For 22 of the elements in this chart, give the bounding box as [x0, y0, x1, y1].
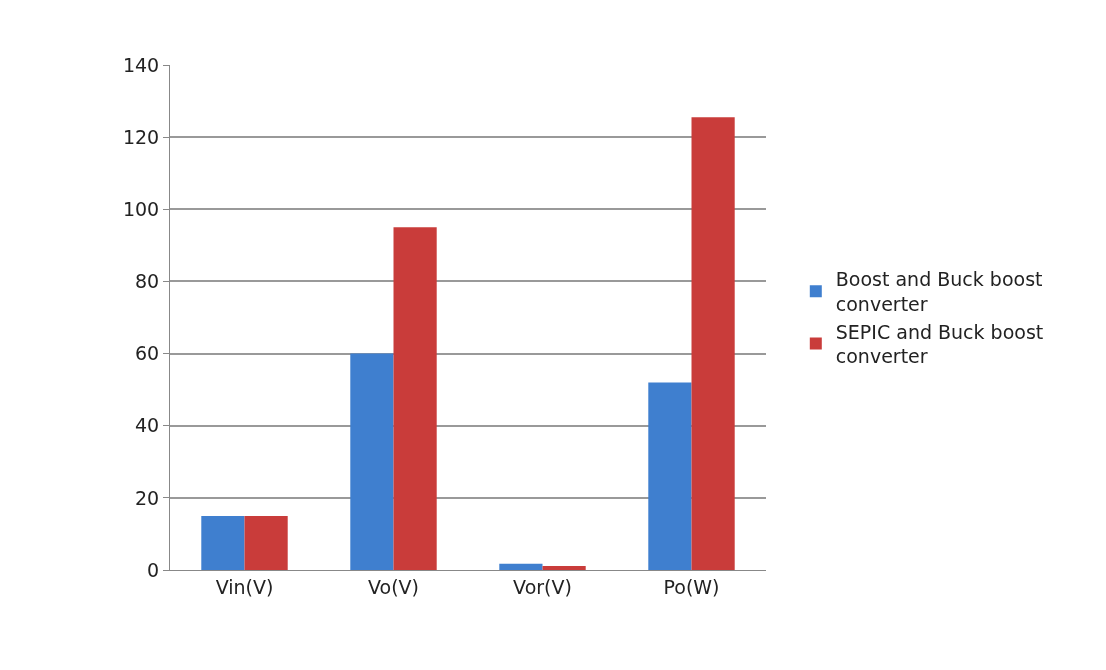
x-tick-label: Vin(V): [215, 575, 274, 598]
y-tick-label: 0: [147, 558, 160, 581]
y-tick-label: 140: [122, 53, 160, 76]
x-tick-label: Po(W): [663, 575, 720, 598]
bar: [393, 227, 437, 570]
y-tick-label: 100: [122, 197, 160, 220]
y-tick-label: 20: [135, 486, 160, 509]
x-tick-label: Vor(V): [513, 575, 572, 598]
bar: [648, 382, 692, 570]
y-tick-label: 120: [122, 125, 160, 148]
legend-label: SEPIC and Buck boost converter: [835, 320, 1044, 368]
y-tick-label: 40: [135, 414, 160, 437]
legend-label: Boost and Buck boost converter: [835, 268, 1043, 315]
x-tick-label: Vo(V): [368, 575, 419, 598]
y-tick-label: 60: [135, 342, 160, 365]
bar: [350, 353, 394, 570]
bar: [499, 563, 543, 570]
bar: [244, 515, 288, 570]
bar: [691, 117, 735, 570]
y-tick-label: 80: [135, 270, 160, 293]
bar: [201, 515, 245, 570]
bar: [542, 566, 586, 570]
